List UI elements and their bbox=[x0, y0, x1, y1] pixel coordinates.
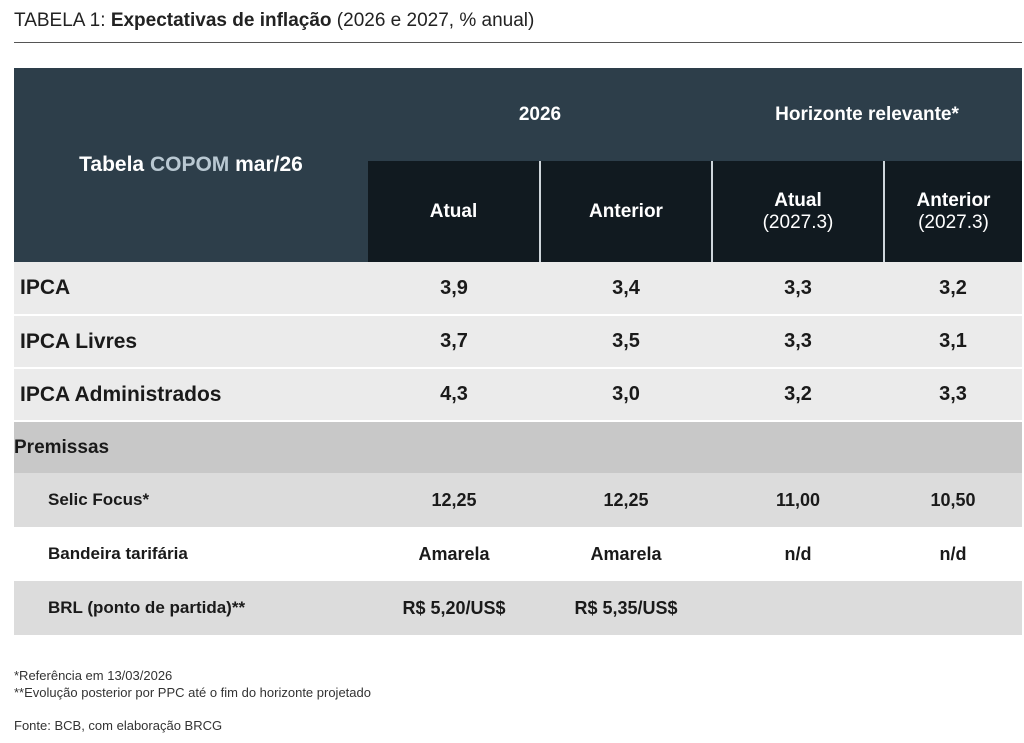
table-cell: 11,00 bbox=[712, 473, 884, 527]
footnote: *Referência em 13/03/2026 bbox=[14, 668, 173, 683]
row-label: Selic Focus* bbox=[14, 473, 368, 527]
footnote: **Evolução posterior por PPC até o fim d… bbox=[14, 685, 371, 700]
table-cell: 10,50 bbox=[884, 473, 1023, 527]
header-title-accent: COPOM bbox=[149, 153, 230, 176]
table-cell: n/d bbox=[884, 527, 1023, 581]
table-cell: 3,4 bbox=[540, 262, 712, 316]
table-row: Bandeira tarifária Amarela Amarela n/d n… bbox=[14, 527, 1023, 581]
table-cell: n/d bbox=[712, 527, 884, 581]
premissas-label: Premissas bbox=[14, 421, 1023, 473]
table-cell: 3,7 bbox=[368, 315, 540, 369]
title-bold: Expectativas de inflação bbox=[110, 10, 332, 31]
title-divider bbox=[14, 42, 1022, 43]
header-col-h-atual-label: Atual bbox=[774, 189, 822, 211]
table-row: IPCA 3,9 3,4 3,3 3,2 bbox=[14, 262, 1023, 316]
row-label: IPCA Administrados bbox=[14, 368, 368, 422]
table-row: BRL (ponto de partida)** R$ 5,20/US$ R$ … bbox=[14, 581, 1023, 635]
row-label: IPCA bbox=[14, 262, 368, 316]
table-cell: 3,3 bbox=[712, 262, 884, 316]
header-title-part-1: Tabela bbox=[79, 153, 150, 176]
title-prefix: TABELA 1: bbox=[14, 10, 111, 31]
footnotes: *Referência em 13/03/2026 **Evolução pos… bbox=[14, 667, 371, 701]
table-cell: 12,25 bbox=[368, 473, 540, 527]
table-row: IPCA Administrados 4,3 3,0 3,2 3,3 bbox=[14, 368, 1023, 422]
header-col-h-anterior-label: Anterior bbox=[916, 189, 991, 211]
table-cell: 3,5 bbox=[540, 315, 712, 369]
table-cell: 4,3 bbox=[368, 368, 540, 422]
header-col-h-anterior-sub: (2027.3) bbox=[918, 211, 989, 233]
table-cell: 3,3 bbox=[884, 368, 1023, 422]
table-row: Selic Focus* 12,25 12,25 11,00 10,50 bbox=[14, 473, 1023, 527]
table-cell bbox=[884, 581, 1023, 635]
table-cell: R$ 5,20/US$ bbox=[368, 581, 540, 635]
header-col-h-anterior: Anterior (2027.3) bbox=[882, 161, 1023, 262]
header-col-h-atual-sub: (2027.3) bbox=[762, 211, 834, 233]
row-label: Bandeira tarifária bbox=[14, 527, 368, 581]
header-table-title: Tabela COPOM mar/26 bbox=[14, 68, 368, 262]
header-row-2: Atual Anterior Atual (2027.3) Anterior (… bbox=[14, 161, 1023, 262]
table-cell: 3,0 bbox=[540, 368, 712, 422]
header-title-part-2: mar/26 bbox=[229, 153, 303, 176]
title-suffix: (2026 e 2027, % anual) bbox=[331, 10, 535, 31]
row-label: BRL (ponto de partida)** bbox=[14, 581, 368, 635]
table-cell: Amarela bbox=[540, 527, 712, 581]
table-cell: R$ 5,35/US$ bbox=[540, 581, 712, 635]
table-cell: 12,25 bbox=[540, 473, 712, 527]
table-cell: 3,3 bbox=[712, 315, 884, 369]
source-note: Fonte: BCB, com elaboração BRCG bbox=[14, 718, 223, 733]
table-cell: 3,2 bbox=[884, 262, 1023, 316]
row-label: IPCA Livres bbox=[14, 315, 368, 369]
header-row-1: Tabela COPOM mar/26 2026 Horizonte relev… bbox=[14, 68, 1023, 262]
header-col-h-atual: Atual (2027.3) bbox=[711, 161, 884, 262]
premissas-header-row: Premissas bbox=[14, 421, 1023, 473]
header-group-2026: 2026 bbox=[368, 68, 712, 161]
header-col-atual: Atual bbox=[368, 161, 540, 262]
table-cell: 3,9 bbox=[368, 262, 540, 316]
table-row: IPCA Livres 3,7 3,5 3,3 3,1 bbox=[14, 315, 1023, 369]
table-title: TABELA 1: Expectativas de inflação (2026… bbox=[14, 10, 534, 32]
table-cell: Amarela bbox=[368, 527, 540, 581]
header-col-anterior: Anterior bbox=[539, 161, 712, 262]
inflation-table: Tabela COPOM mar/26 2026 Horizonte relev… bbox=[14, 68, 1023, 635]
table-cell: 3,1 bbox=[884, 315, 1023, 369]
header-group-horizonte: Horizonte relevante* bbox=[712, 68, 1023, 161]
table-cell bbox=[712, 581, 884, 635]
table-cell: 3,2 bbox=[712, 368, 884, 422]
